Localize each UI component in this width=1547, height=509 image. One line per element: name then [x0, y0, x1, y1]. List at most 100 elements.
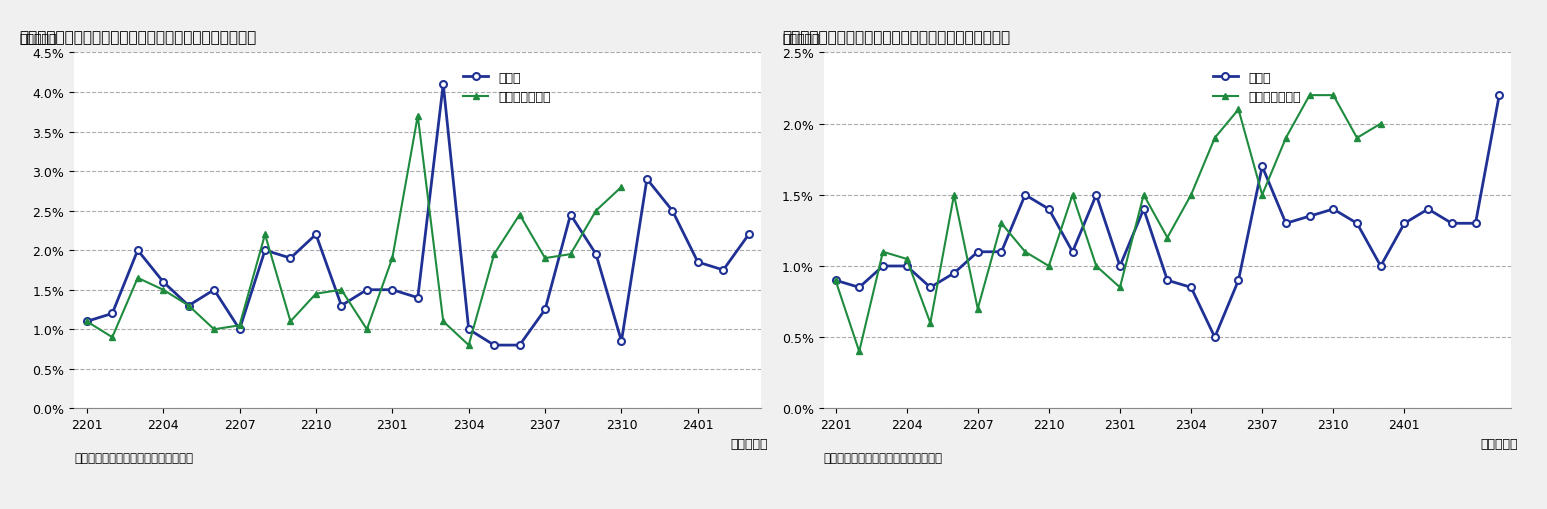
本系列	[1395, 221, 1414, 227]
本系列	[535, 307, 554, 313]
共通事業所系列	[357, 327, 376, 333]
共通事業所系列	[231, 323, 249, 329]
本系列	[333, 303, 351, 309]
本系列	[1442, 221, 1460, 227]
本系列	[664, 208, 682, 214]
本系列	[77, 319, 96, 325]
Text: （資料）厚生労働省「毎月勤労統計」: （資料）厚生労働省「毎月勤労統計」	[74, 451, 193, 464]
共通事業所系列	[1301, 93, 1320, 99]
共通事業所系列	[1111, 285, 1129, 291]
本系列	[1111, 264, 1129, 270]
共通事業所系列	[408, 114, 427, 120]
本系列	[1063, 249, 1081, 256]
本系列	[153, 279, 172, 286]
本系列	[1134, 207, 1153, 213]
共通事業所系列	[1230, 107, 1248, 113]
共通事業所系列	[1276, 135, 1295, 142]
共通事業所系列	[920, 320, 939, 326]
共通事業所系列	[255, 232, 274, 238]
共通事業所系列	[586, 208, 605, 214]
共通事業所系列	[435, 319, 453, 325]
共通事業所系列	[282, 319, 300, 325]
本系列	[826, 277, 845, 284]
Text: 図表５　本系列と共通事業所系列の比較（所定内給与）: 図表５ 本系列と共通事業所系列の比較（所定内給与）	[783, 30, 1010, 45]
本系列	[1419, 207, 1437, 213]
本系列	[1253, 164, 1272, 170]
共通事業所系列	[826, 277, 845, 284]
本系列	[1347, 221, 1366, 227]
共通事業所系列	[333, 287, 351, 293]
Legend: 本系列, 共通事業所系列: 本系列, 共通事業所系列	[1208, 67, 1306, 109]
共通事業所系列	[77, 319, 96, 325]
共通事業所系列	[874, 249, 893, 256]
共通事業所系列	[1088, 264, 1106, 270]
本系列	[1205, 334, 1224, 341]
共通事業所系列	[1205, 135, 1224, 142]
本系列	[688, 260, 707, 266]
本系列	[739, 232, 758, 238]
Line: 共通事業所系列: 共通事業所系列	[832, 93, 1385, 355]
本系列	[282, 256, 300, 262]
共通事業所系列	[1182, 192, 1200, 199]
共通事業所系列	[128, 275, 147, 281]
本系列	[306, 232, 325, 238]
共通事業所系列	[1134, 192, 1153, 199]
共通事業所系列	[511, 212, 529, 218]
本系列	[179, 303, 198, 309]
本系列	[1016, 192, 1035, 199]
共通事業所系列	[384, 256, 402, 262]
本系列	[384, 287, 402, 293]
本系列	[968, 249, 987, 256]
本系列	[435, 82, 453, 88]
本系列	[992, 249, 1010, 256]
Text: （資料）厚生労働省「毎月勤労統計」: （資料）厚生労働省「毎月勤労統計」	[823, 451, 942, 464]
Legend: 本系列, 共通事業所系列: 本系列, 共通事業所系列	[458, 67, 555, 109]
共通事業所系列	[849, 349, 868, 355]
本系列	[1490, 93, 1508, 99]
共通事業所系列	[562, 251, 580, 258]
本系列	[484, 343, 503, 349]
本系列	[1230, 277, 1248, 284]
本系列	[1276, 221, 1295, 227]
共通事業所系列	[104, 334, 122, 341]
共通事業所系列	[535, 256, 554, 262]
本系列	[586, 251, 605, 258]
共通事業所系列	[1016, 249, 1035, 256]
Text: （前年比）: （前年比）	[730, 437, 769, 450]
共通事業所系列	[968, 306, 987, 312]
共通事業所系列	[1063, 192, 1081, 199]
本系列	[408, 295, 427, 301]
Text: （前年比）: （前年比）	[19, 33, 57, 46]
Text: 図表４　本系列と共通事業所系列の比較（現金給与総額）: 図表４ 本系列と共通事業所系列の比較（現金給与総額）	[19, 30, 257, 45]
Line: 共通事業所系列: 共通事業所系列	[84, 113, 625, 349]
本系列	[357, 287, 376, 293]
共通事業所系列	[992, 221, 1010, 227]
共通事業所系列	[484, 251, 503, 258]
本系列	[1040, 207, 1058, 213]
本系列	[562, 212, 580, 218]
本系列	[613, 338, 631, 345]
共通事業所系列	[1324, 93, 1343, 99]
Line: 本系列: 本系列	[84, 81, 752, 349]
Text: （前年比）: （前年比）	[783, 33, 820, 46]
本系列	[128, 247, 147, 253]
共通事業所系列	[1253, 192, 1272, 199]
本系列	[1182, 285, 1200, 291]
本系列	[204, 287, 223, 293]
共通事業所系列	[179, 303, 198, 309]
本系列	[231, 327, 249, 333]
本系列	[945, 270, 964, 276]
本系列	[459, 327, 478, 333]
本系列	[1159, 277, 1177, 284]
共通事業所系列	[1040, 264, 1058, 270]
本系列	[920, 285, 939, 291]
本系列	[897, 264, 916, 270]
本系列	[255, 247, 274, 253]
本系列	[1088, 192, 1106, 199]
本系列	[1301, 214, 1320, 220]
本系列	[1324, 207, 1343, 213]
本系列	[637, 177, 656, 183]
共通事業所系列	[306, 291, 325, 297]
共通事業所系列	[459, 343, 478, 349]
本系列	[849, 285, 868, 291]
